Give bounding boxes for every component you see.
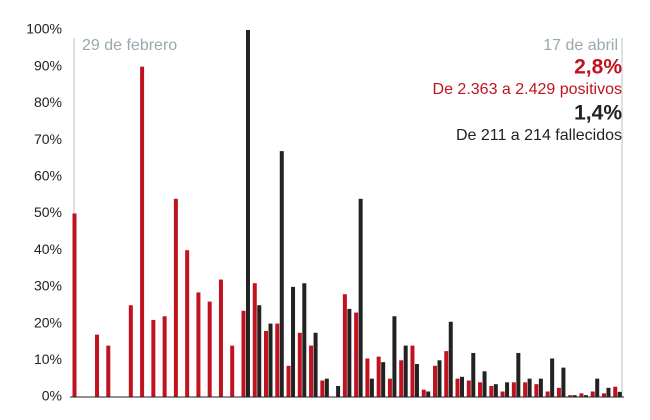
bar bbox=[354, 312, 359, 397]
bar bbox=[595, 378, 600, 397]
bar bbox=[286, 365, 291, 397]
bar bbox=[516, 352, 521, 397]
bar bbox=[579, 393, 584, 397]
bar bbox=[460, 376, 465, 397]
y-tick-label: 90% bbox=[34, 57, 62, 73]
death-note: De 211 a 214 fallecidos bbox=[456, 127, 622, 144]
bar bbox=[511, 382, 516, 397]
bar bbox=[173, 198, 178, 397]
bar bbox=[106, 345, 111, 397]
bar bbox=[556, 387, 561, 397]
bar bbox=[95, 334, 100, 397]
bar bbox=[230, 345, 235, 397]
bar bbox=[505, 382, 510, 397]
bar bbox=[297, 332, 302, 397]
bar bbox=[151, 319, 156, 397]
y-tick-label: 70% bbox=[34, 131, 62, 147]
bar bbox=[601, 393, 606, 397]
bar bbox=[527, 378, 532, 397]
bar bbox=[268, 323, 273, 397]
y-tick-label: 30% bbox=[34, 278, 62, 294]
bar bbox=[324, 378, 329, 397]
bar bbox=[365, 358, 370, 397]
bar bbox=[392, 316, 397, 397]
bar bbox=[252, 283, 257, 397]
bar bbox=[545, 391, 550, 397]
bar bbox=[421, 389, 426, 397]
bar bbox=[432, 365, 437, 397]
bar bbox=[414, 363, 419, 397]
bar bbox=[207, 301, 212, 397]
bar bbox=[128, 305, 133, 397]
bar bbox=[534, 384, 539, 397]
y-tick-label: 40% bbox=[34, 241, 62, 257]
bar bbox=[426, 391, 431, 397]
bar bbox=[358, 198, 363, 397]
bar bbox=[590, 391, 595, 397]
bar bbox=[550, 358, 555, 397]
bar bbox=[264, 330, 269, 397]
bar bbox=[275, 323, 280, 397]
bar bbox=[561, 367, 566, 397]
bar bbox=[572, 395, 577, 397]
bar bbox=[241, 310, 246, 397]
y-tick-label: 60% bbox=[34, 168, 62, 184]
bar bbox=[320, 380, 325, 397]
bar bbox=[399, 360, 404, 397]
death-rate: 1,4% bbox=[574, 102, 622, 125]
y-tick-label: 80% bbox=[34, 94, 62, 110]
bar bbox=[347, 308, 352, 397]
y-tick-label: 0% bbox=[42, 388, 62, 404]
x-tick-label: 29 de febrero bbox=[82, 37, 177, 54]
positive-rate: 2,8% bbox=[574, 56, 622, 79]
bar bbox=[478, 382, 483, 397]
y-tick-label: 20% bbox=[34, 314, 62, 330]
bar bbox=[218, 279, 223, 397]
bar bbox=[162, 316, 167, 397]
bar bbox=[342, 294, 347, 397]
bar bbox=[493, 384, 498, 397]
bar bbox=[291, 286, 296, 397]
bar bbox=[613, 386, 618, 397]
y-tick-label: 10% bbox=[34, 351, 62, 367]
bar bbox=[455, 378, 460, 397]
bar bbox=[444, 351, 449, 397]
bar bbox=[196, 292, 201, 397]
bar bbox=[279, 151, 284, 397]
x-tick-label: 17 de abril bbox=[543, 37, 618, 54]
bar bbox=[489, 385, 494, 397]
y-tick-label: 100% bbox=[26, 21, 62, 37]
bar bbox=[376, 356, 381, 397]
bar bbox=[403, 345, 408, 397]
bar bbox=[185, 250, 190, 397]
positive-note: De 2.363 a 2.429 positivos bbox=[433, 81, 622, 98]
bar bbox=[336, 385, 341, 397]
bar bbox=[437, 360, 442, 397]
y-tick-label: 50% bbox=[34, 204, 62, 220]
bar bbox=[410, 345, 415, 397]
bar bbox=[538, 378, 543, 397]
bar bbox=[257, 305, 262, 397]
bar bbox=[606, 387, 611, 397]
bar bbox=[500, 391, 505, 397]
bar bbox=[471, 352, 476, 397]
bar bbox=[245, 30, 250, 397]
bar bbox=[302, 283, 307, 397]
bar bbox=[448, 321, 453, 397]
bar bbox=[568, 395, 573, 397]
bar bbox=[617, 391, 622, 397]
bar bbox=[466, 380, 471, 397]
bar bbox=[387, 378, 392, 397]
bar bbox=[309, 345, 314, 397]
bar bbox=[381, 362, 386, 397]
bar bbox=[140, 66, 145, 397]
bar bbox=[523, 382, 528, 397]
bar bbox=[313, 332, 318, 397]
bar bbox=[72, 213, 77, 397]
bar bbox=[482, 371, 487, 397]
bar bbox=[583, 395, 588, 397]
bar bbox=[369, 378, 374, 397]
